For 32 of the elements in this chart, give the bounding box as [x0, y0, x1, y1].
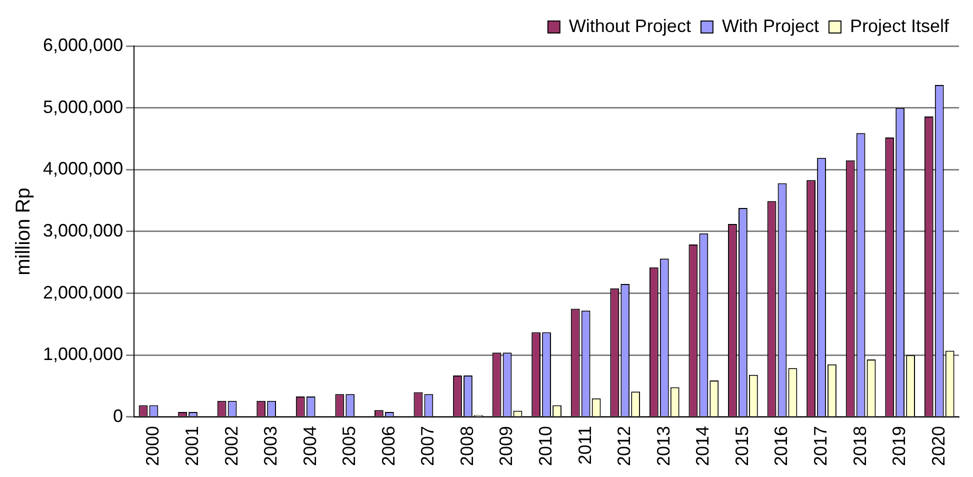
x-tick-label: 2005 — [339, 426, 360, 466]
legend-label: With Project — [722, 16, 819, 36]
y-tick-label: 4,000,000 — [43, 158, 124, 179]
x-tick-label: 2008 — [456, 426, 477, 466]
x-tick-label: 2017 — [810, 426, 830, 466]
x-tick-label: 2012 — [614, 426, 634, 466]
x-tick-label: 2000 — [142, 426, 163, 466]
x-tick-label: 2014 — [692, 426, 713, 466]
x-tick-label: 2010 — [536, 426, 556, 466]
y-tick-label: 3,000,000 — [43, 220, 124, 240]
y-tick-label: 5,000,000 — [43, 96, 124, 117]
y-tick-label: 0 — [113, 406, 124, 426]
x-tick-label: 2007 — [418, 426, 438, 466]
x-tick-label: 2003 — [260, 426, 281, 466]
x-tick-label: 2018 — [850, 426, 870, 466]
x-tick-label: 2020 — [928, 426, 948, 466]
x-tick-label: 2016 — [771, 426, 792, 466]
y-tick-label: 1,000,000 — [43, 344, 124, 364]
y-tick-label: 2,000,000 — [43, 282, 124, 302]
x-tick-label: 2002 — [221, 426, 242, 466]
x-tick-label: 2006 — [378, 426, 398, 466]
x-tick-label: 2019 — [889, 426, 910, 466]
x-tick-label: 2011 — [574, 426, 595, 465]
x-tick-label: 2001 — [182, 426, 202, 466]
legend-label: Project Itself — [850, 16, 950, 36]
y-axis-title: million Rp — [12, 188, 35, 276]
legend-label: Without Project — [568, 16, 691, 36]
x-tick-label: 2013 — [653, 426, 674, 466]
x-tick-label: 2009 — [496, 426, 516, 466]
y-tick-label: 6,000,000 — [43, 34, 124, 55]
x-tick-label: 2015 — [732, 426, 752, 466]
x-tick-label: 2004 — [300, 426, 320, 466]
